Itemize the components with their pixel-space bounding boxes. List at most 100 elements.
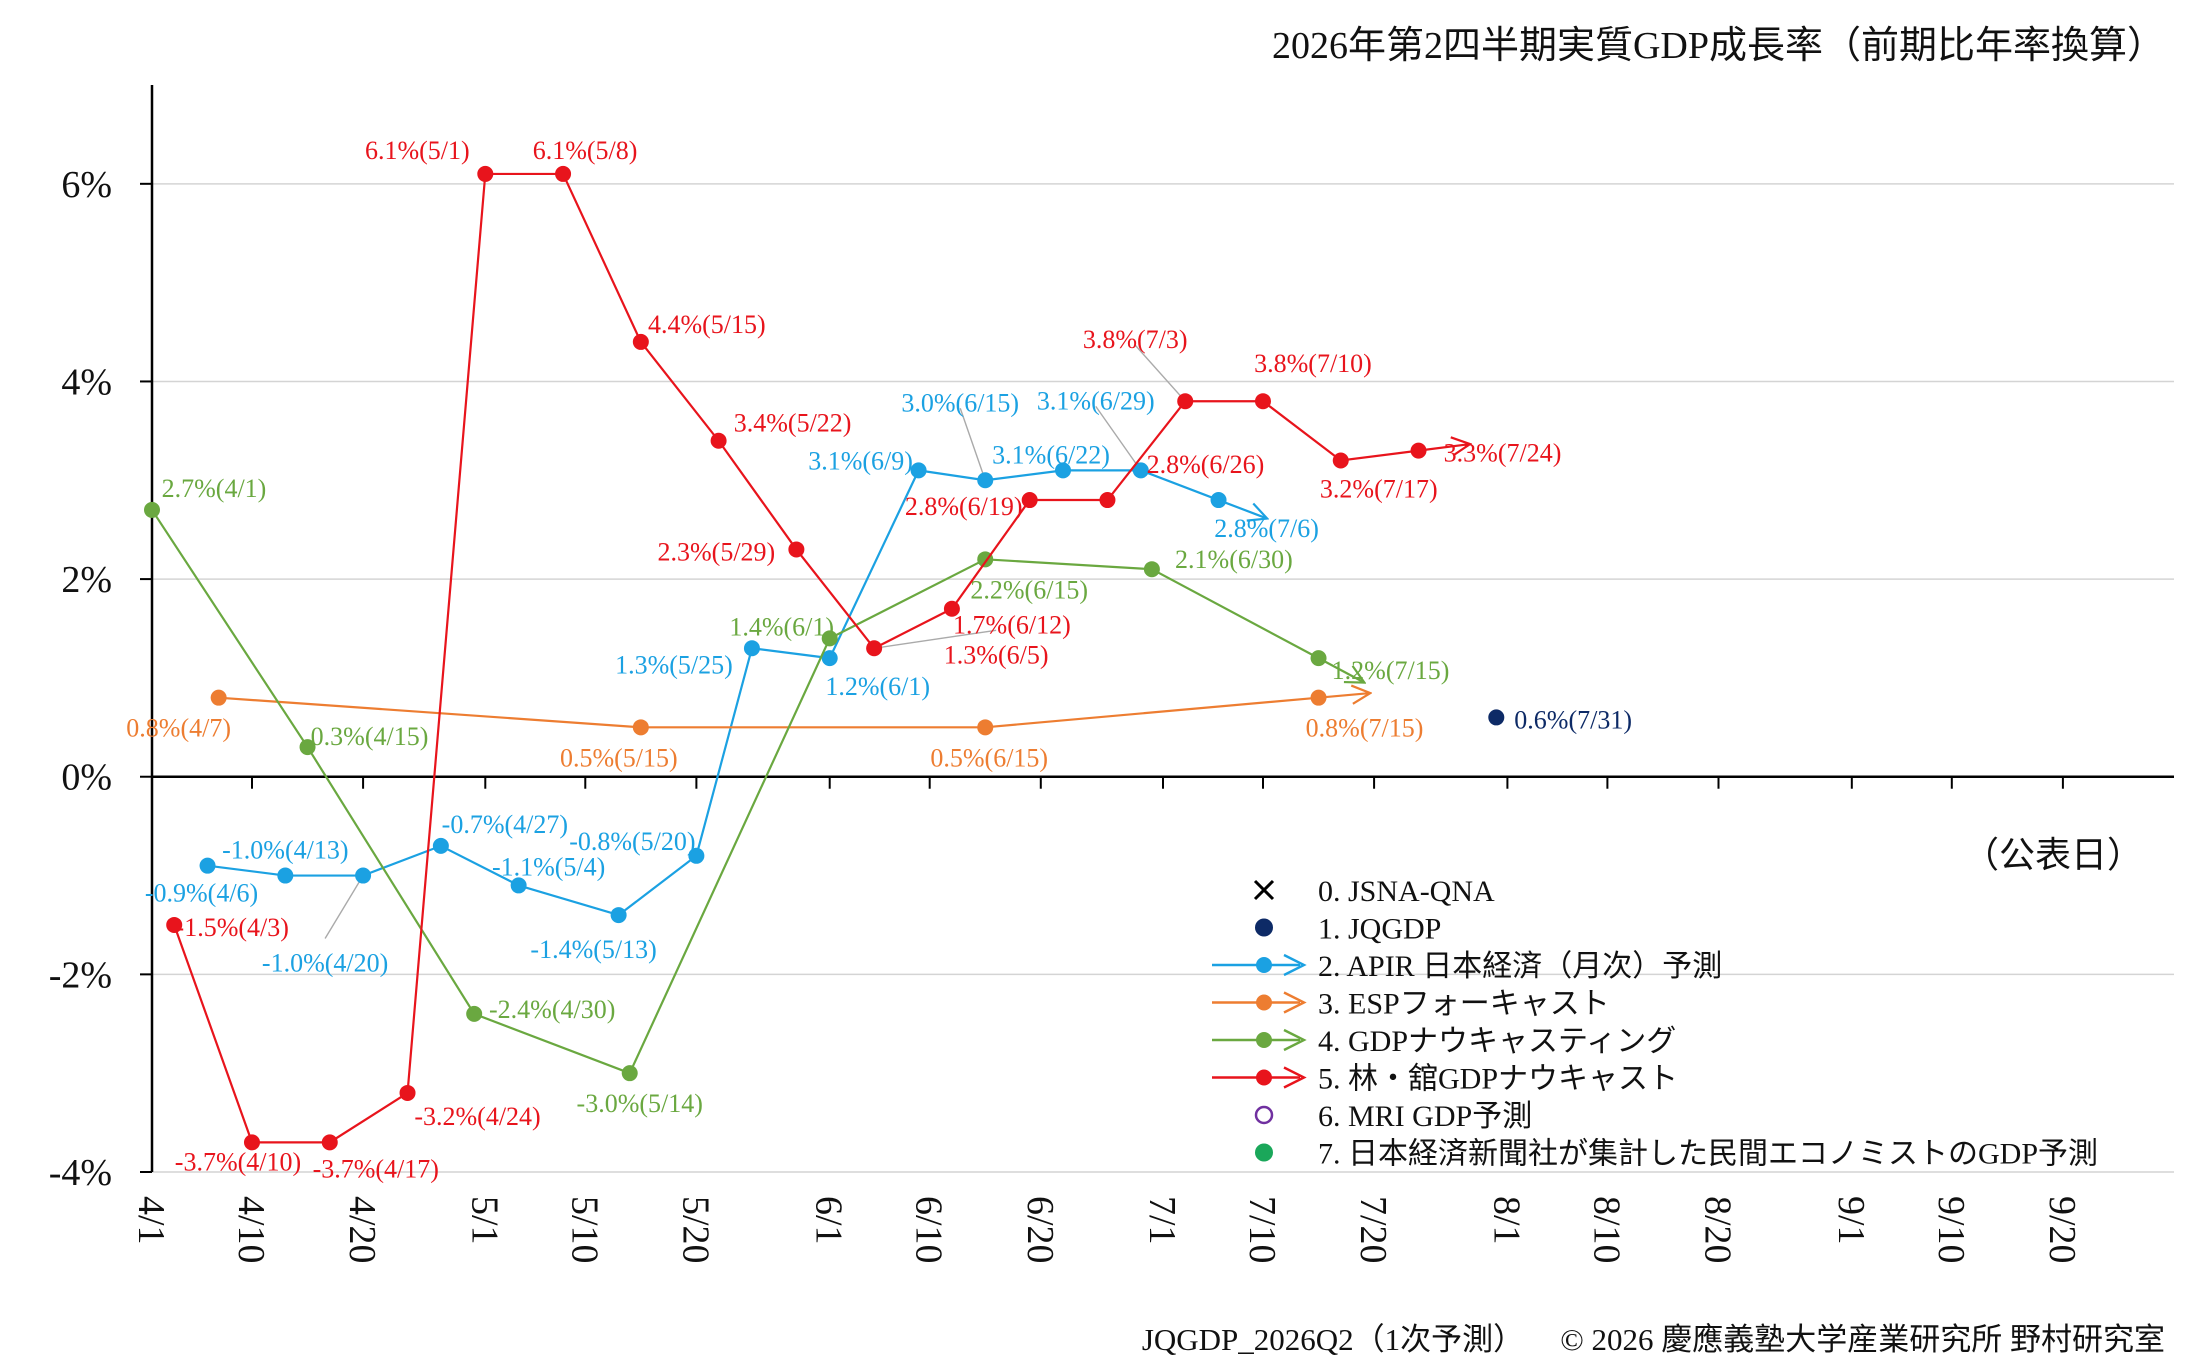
data-label: -3.2%(4/24) [414, 1102, 540, 1131]
x-tick-label: 5/20 [674, 1196, 716, 1264]
x-tick-label: 9/1 [1830, 1196, 1872, 1245]
data-point [1132, 462, 1149, 479]
data-label: 3.8%(7/3) [1083, 325, 1188, 354]
series-line [173, 172, 1470, 1144]
data-point [1310, 689, 1327, 706]
data-label: -2.4%(4/30) [489, 995, 615, 1024]
data-point [1143, 561, 1160, 578]
data-label: 3.3%(7/24) [1444, 439, 1562, 468]
leader-line [959, 408, 986, 481]
x-tick-label: 4/10 [230, 1196, 272, 1264]
legend-arrow [1283, 991, 1307, 1014]
data-point [743, 640, 760, 657]
data-label: 3.4%(5/22) [734, 409, 852, 438]
footer: JQGDP_2026Q2（1次予測） © 2026 慶應義塾大学産業研究所 野村研… [1106, 1314, 2165, 1359]
leader-line [1095, 405, 1142, 471]
data-label: -0.7%(4/27) [442, 810, 568, 839]
series-4: 2.7%(4/1) 0.3%(4/15) -2.4%(4/30) -3.0%(5/14… [144, 474, 1449, 1118]
data-label: 0.5%(6/15) [930, 743, 1048, 772]
data-label: 2.8%(7/6) [1214, 514, 1319, 543]
data-label: 2.3%(5/29) [658, 537, 776, 566]
data-point [688, 847, 705, 864]
footer-copyright: © 2026 慶應義塾大学産業研究所 野村研究室 [1560, 1322, 2165, 1357]
data-point [821, 630, 838, 647]
data-point [243, 1134, 260, 1151]
data-label: 0.6%(7/31) [1514, 705, 1632, 734]
legend-label: 3. ESPフォーキャスト [1318, 988, 1610, 1021]
y-tick-label: 4% [61, 361, 112, 403]
x-tick-label: 7/10 [1241, 1196, 1283, 1264]
data-point [210, 689, 227, 706]
legend-marker [1255, 1143, 1273, 1162]
data-point [1021, 492, 1038, 509]
x-tick-label: 9/20 [2041, 1196, 2083, 1264]
legend-label: 4. GDPナウキャスティング [1318, 1025, 1676, 1058]
leader-line [1134, 344, 1186, 402]
legend-label: 0. JSNA-QNA [1318, 875, 1495, 908]
legend-label: 1. JQGDP [1318, 913, 1441, 946]
y-tick-label: -2% [49, 954, 112, 996]
data-point [277, 867, 294, 884]
data-label: -1.1%(5/4) [492, 852, 605, 881]
data-label: 1.7%(6/12) [953, 611, 1071, 640]
data-point [866, 640, 883, 657]
data-point [1310, 650, 1327, 667]
x-tick-label: 6/1 [808, 1196, 850, 1245]
data-label: 0.3%(4/15) [311, 722, 429, 751]
data-point [710, 432, 727, 449]
data-point [1410, 442, 1427, 459]
data-label: -1.4%(5/13) [530, 935, 656, 964]
x-tick-label: 8/20 [1696, 1196, 1738, 1264]
data-point [1254, 393, 1271, 410]
data-label: 3.0%(6/15) [901, 388, 1019, 417]
y-tick-label: 6% [61, 164, 112, 206]
data-label: 0.8%(7/15) [1306, 714, 1424, 743]
data-label: 3.1%(6/29) [1037, 386, 1155, 415]
series-3: 0.8%(4/7) 0.5%(5/15) 0.5%(6/15) 0.8%(7/15) [126, 689, 1424, 772]
data-point [1210, 492, 1227, 509]
data-label: 1.3%(5/25) [615, 650, 733, 679]
data-point [621, 1065, 638, 1082]
data-label: 0.5%(5/15) [560, 743, 678, 772]
data-point [1332, 452, 1349, 469]
data-label: 3.1%(6/22) [992, 440, 1110, 469]
data-label: 6.1%(5/8) [533, 136, 638, 165]
data-point [299, 739, 316, 756]
data-point [1488, 709, 1505, 726]
data-point [788, 541, 805, 558]
series-line [151, 509, 1364, 1075]
x-tick-label: 7/1 [1141, 1196, 1183, 1245]
data-point [466, 1005, 483, 1022]
data-point [321, 1134, 338, 1151]
leader-line [324, 875, 364, 939]
series-2: -0.9%(4/6) -1.0%(4/13) -1.0%(4/20) -0.7%(4/… [145, 386, 1319, 977]
data-point [977, 472, 994, 489]
data-label: -3.7%(4/10) [175, 1147, 301, 1176]
data-label: -1.0%(4/20) [262, 949, 388, 978]
data-label: 2.1%(6/30) [1175, 545, 1293, 574]
data-label: 6.1%(5/1) [365, 136, 470, 165]
y-tick-label: 0% [61, 757, 112, 799]
x-tick-label: 9/10 [1930, 1196, 1972, 1264]
y-tick-label: 2% [61, 559, 112, 601]
data-point [199, 857, 216, 874]
data-label: -0.8%(5/20) [569, 827, 695, 856]
data-label: 2.8%(6/26) [1147, 450, 1265, 479]
chart-title: 2026年第2四半期実質GDP成長率（前期比年率換算） [1271, 25, 2165, 67]
x-tick-label: 4/20 [341, 1196, 383, 1264]
legend-marker [1253, 879, 1275, 901]
data-point [555, 165, 572, 182]
data-label: 1.4%(6/1) [729, 612, 834, 641]
data-point [977, 719, 994, 736]
data-point [166, 916, 183, 933]
data-label: 3.1%(6/9) [808, 446, 913, 475]
data-label: 4.4%(5/15) [648, 310, 766, 339]
data-point [610, 907, 627, 924]
legend-arrow [1283, 953, 1307, 977]
data-point [1177, 393, 1194, 410]
x-tick-label: 5/10 [563, 1196, 605, 1264]
data-label: -3.7%(4/17) [313, 1154, 439, 1183]
legend: 0. JSNA-QNA 1. JQGDP 2. APIR 日本経済（月次）予測 3. … [1212, 875, 2098, 1171]
legend-marker [1256, 994, 1272, 1011]
